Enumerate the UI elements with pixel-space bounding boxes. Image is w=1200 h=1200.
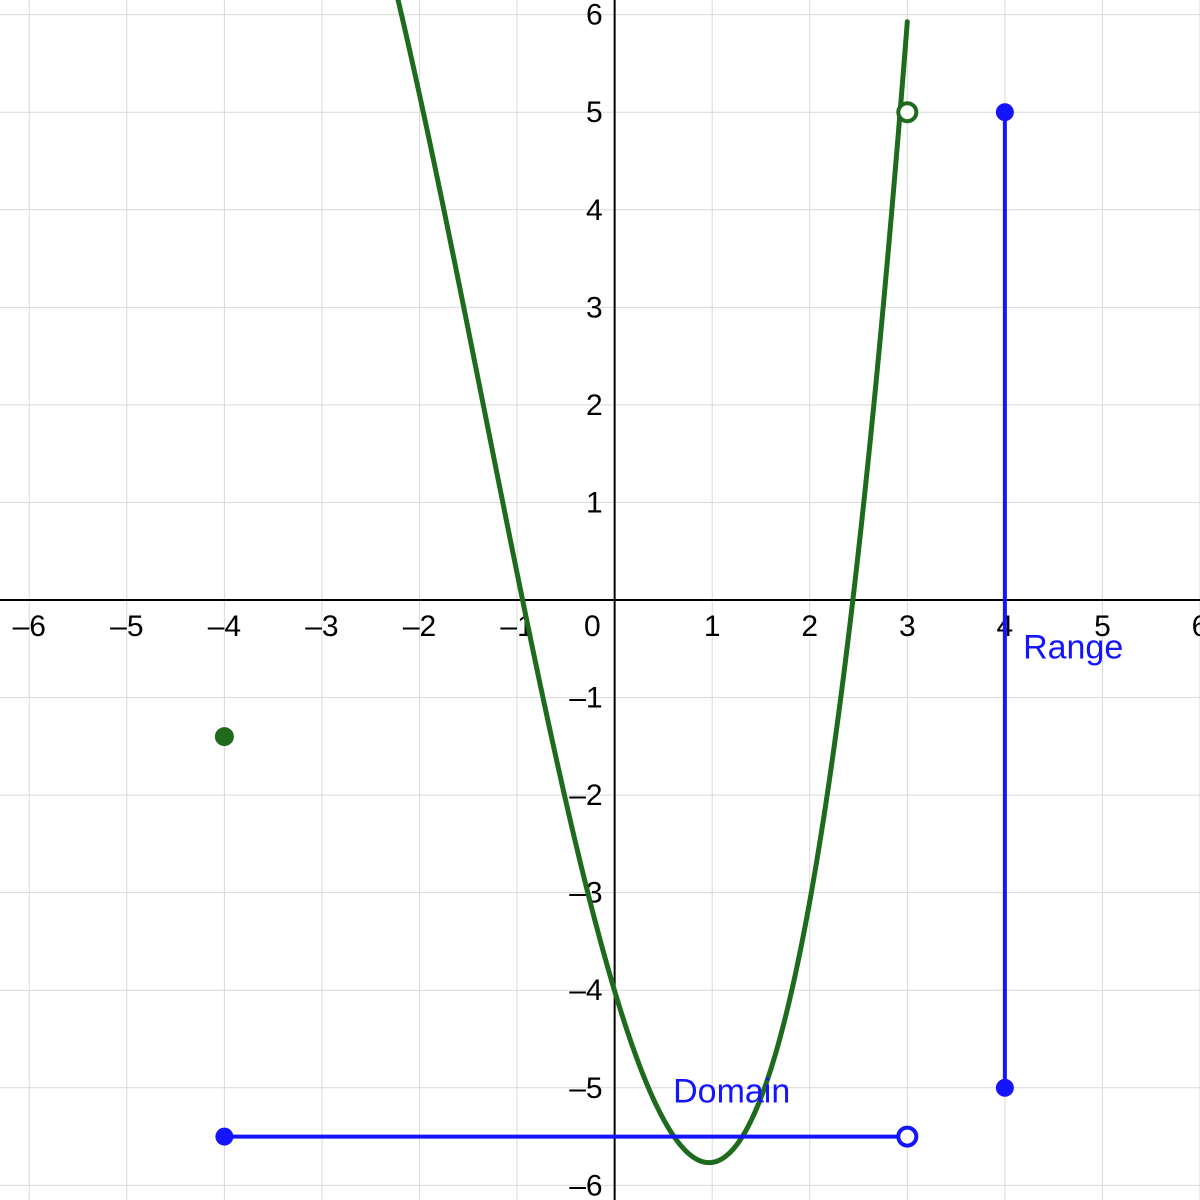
x-tick-label: 6 xyxy=(1192,610,1200,643)
y-tick-label: 6 xyxy=(586,0,603,32)
domain-endpoint xyxy=(215,1128,233,1146)
x-tick-label: 3 xyxy=(899,610,916,643)
x-tick-label: –2 xyxy=(403,610,436,643)
y-tick-label: –4 xyxy=(569,974,602,1007)
domain-endpoint xyxy=(898,1128,916,1146)
x-tick-label: 1 xyxy=(704,610,721,643)
range-endpoint xyxy=(996,1079,1014,1097)
x-tick-label: –6 xyxy=(13,610,46,643)
range-endpoint xyxy=(996,103,1014,121)
x-tick-label: –5 xyxy=(110,610,143,643)
endpoint-closed xyxy=(215,728,233,746)
y-tick-label: –6 xyxy=(569,1169,602,1200)
y-tick-label: 5 xyxy=(586,96,603,129)
x-tick-label: –4 xyxy=(208,610,241,643)
y-tick-label: 3 xyxy=(586,291,603,324)
endpoint-open xyxy=(898,103,916,121)
function-chart: –6–5–4–3–2–10123456–6–5–4–3–2–1123456Dom… xyxy=(0,0,1200,1200)
y-tick-label: –1 xyxy=(569,682,602,715)
y-tick-label: 1 xyxy=(586,486,603,519)
y-tick-label: 2 xyxy=(586,389,603,422)
x-tick-label: 0 xyxy=(584,610,601,643)
y-tick-label: –2 xyxy=(569,779,602,812)
x-tick-label: –3 xyxy=(305,610,338,643)
y-tick-label: –5 xyxy=(569,1072,602,1105)
y-tick-label: 4 xyxy=(586,194,603,227)
x-tick-label: 2 xyxy=(801,610,818,643)
domain-label: Domain xyxy=(673,1072,790,1110)
range-label: Range xyxy=(1023,629,1123,667)
